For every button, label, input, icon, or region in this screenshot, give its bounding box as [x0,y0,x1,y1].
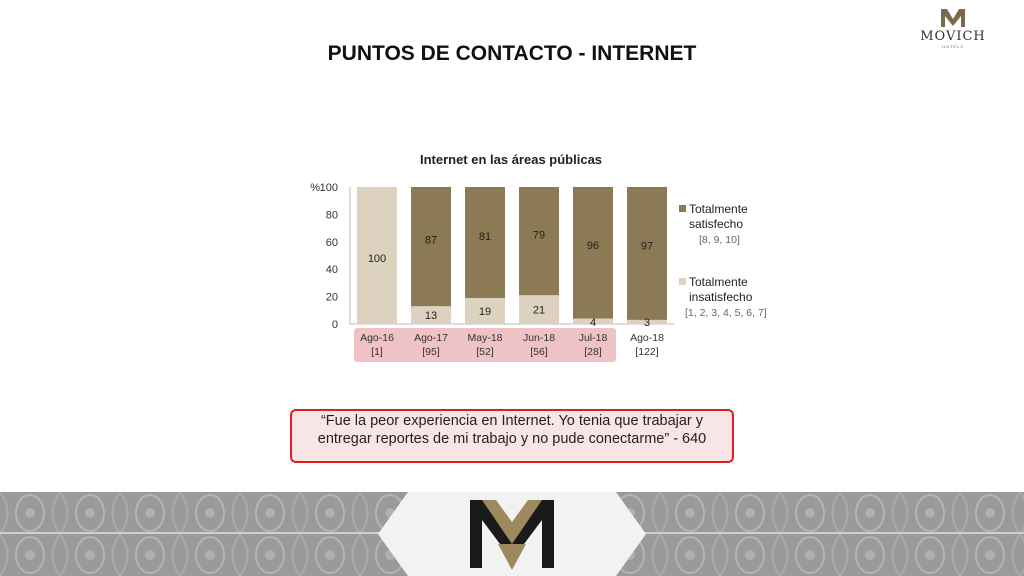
legend-swatch [679,205,686,212]
x-tick-count: [56] [530,346,548,358]
brand-name: MOVICH [920,29,986,44]
page-title: PUNTOS DE CONTACTO - INTERNET [327,42,697,65]
chart-title: Internet en las áreas públicas [420,152,602,167]
bar-insatisfecho [357,187,397,324]
x-tick-label: Ago-17 [414,332,448,344]
y-tick-label: 20 [326,292,338,304]
legend-label-line2: insatisfecho [689,290,753,304]
y-tick-label: 0 [332,319,338,331]
y-tick-label: 100 [320,182,338,194]
data-label-insatisfecho: 21 [533,305,545,317]
x-tick-label: Jul-18 [579,332,608,344]
highlighted-categories-band [354,328,616,362]
x-tick-count: [1] [371,346,383,358]
bar-insatisfecho [627,319,667,324]
bar-insatisfecho [573,318,613,324]
bar-satisfecho [573,187,613,319]
bar-satisfecho [519,187,559,296]
movich-logo: MOVICH HOTELS [918,8,988,49]
data-label-satisfecho: 96 [587,240,599,252]
x-tick-count: [95] [422,346,440,358]
y-axis-unit: % [310,182,320,194]
y-tick-label: 60 [326,237,338,249]
legend-swatch [679,278,686,285]
data-label-satisfecho: 97 [641,240,653,252]
x-tick-label: Ago-18 [630,332,664,344]
x-tick-count: [122] [635,346,658,358]
legend-label: Totalmente [689,275,748,289]
movich-m-icon [941,9,965,27]
bar-insatisfecho [465,297,505,324]
y-tick-label: 80 [326,209,338,221]
data-label-insatisfecho: 13 [425,310,437,322]
data-label-insatisfecho: 100 [368,253,386,265]
bar-insatisfecho [411,306,451,324]
data-label-satisfecho: 81 [479,231,491,243]
x-tick-count: [52] [476,346,494,358]
legend-label: Totalmente [689,202,748,216]
bar-satisfecho [627,187,667,320]
stacked-bar-chart: Internet en las áreas públicas 0 20 40 60 80… [310,152,767,362]
data-label-satisfecho: 79 [533,230,545,242]
customer-quote-box: “Fue la peor experiencia en Internet. Yo… [290,409,734,463]
brand-subtitle: HOTELS [941,44,964,49]
data-label-satisfecho: 87 [425,234,437,246]
y-tick-label: 40 [326,264,338,276]
data-label-insatisfecho: 19 [479,306,491,318]
bar-satisfecho [465,187,505,298]
data-label-insatisfecho: 4 [590,317,596,329]
x-tick-label: Ago-16 [360,332,394,344]
bar-insatisfecho [519,295,559,324]
customer-quote: “Fue la peor experiencia en Internet. Yo… [317,413,707,447]
footer-band [0,492,1024,576]
legend-range: [8, 9, 10] [699,234,740,246]
footer-logo [378,492,646,576]
legend-range: [1, 2, 3, 4, 5, 6, 7] [685,307,767,319]
x-tick-count: [28] [584,346,602,358]
legend-label-line2: satisfecho [689,217,743,231]
data-label-insatisfecho: 3 [644,317,650,329]
bar-satisfecho [411,187,451,307]
x-tick-label: Jun-18 [523,332,555,344]
x-tick-label: May-18 [467,332,502,344]
